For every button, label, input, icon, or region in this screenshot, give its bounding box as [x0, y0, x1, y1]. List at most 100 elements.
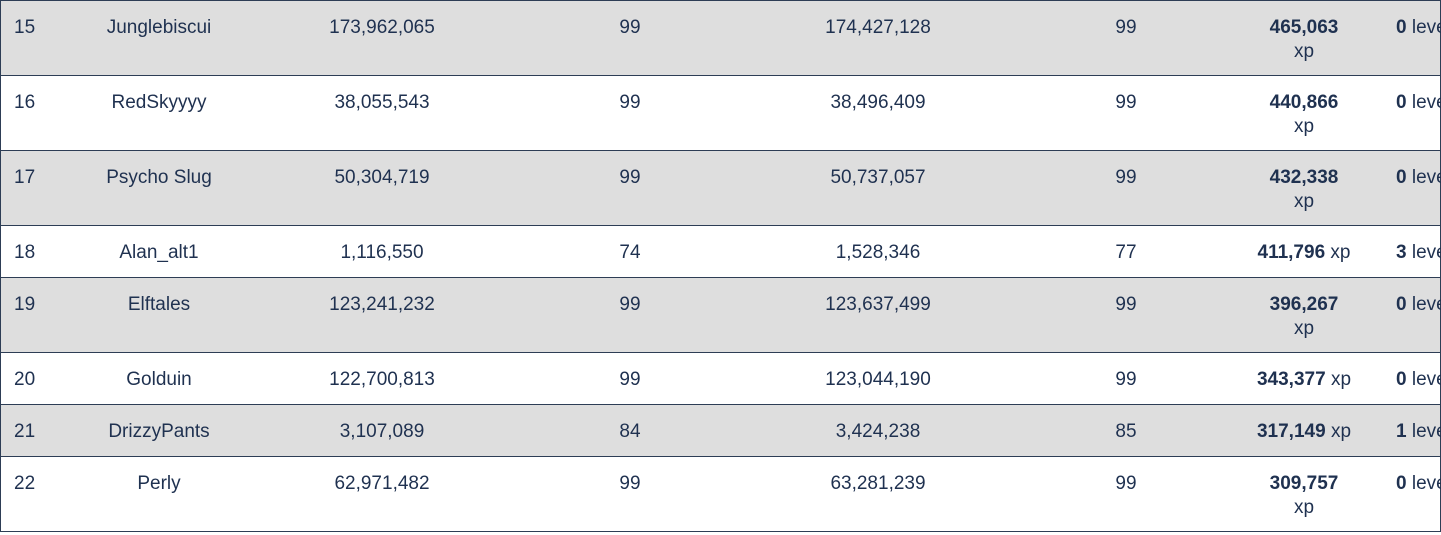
end-level-cell: 85	[1022, 404, 1230, 457]
gained-levels-cell: 0 levels	[1378, 150, 1441, 226]
gained-xp-cell: 343,377 xp	[1230, 352, 1378, 405]
start-xp-cell: 38,055,543	[238, 75, 526, 151]
gained-xp: 317,149 xp	[1257, 420, 1351, 444]
gained-xp-unit: xp	[1293, 116, 1315, 137]
end-xp-cell: 38,496,409	[734, 75, 1022, 151]
gained-xp: 432,338 xp	[1261, 166, 1347, 214]
gained-xp-value: 343,377	[1256, 369, 1326, 390]
start-level-cell: 84	[526, 404, 734, 457]
gained-levels-unit: levels	[1411, 421, 1441, 442]
gained-xp: 440,866 xp	[1261, 91, 1347, 139]
gained-xp-value: 317,149	[1256, 421, 1326, 442]
end-level-cell: 99	[1022, 75, 1230, 151]
start-xp-cell: 3,107,089	[238, 404, 526, 457]
player-name[interactable]: Perly	[80, 456, 238, 532]
end-xp-cell: 3,424,238	[734, 404, 1022, 457]
gained-levels-cell: 0 levels	[1378, 277, 1441, 353]
gained-xp-cell: 465,063 xp	[1230, 0, 1378, 76]
end-level-cell: 99	[1022, 0, 1230, 76]
rank-cell: 20	[0, 352, 80, 405]
start-level-cell: 99	[526, 352, 734, 405]
gained-xp: 396,267 xp	[1261, 293, 1347, 341]
player-name[interactable]: RedSkyyyy	[80, 75, 238, 151]
start-level-cell: 99	[526, 456, 734, 532]
start-xp-cell: 50,304,719	[238, 150, 526, 226]
rank-cell: 18	[0, 225, 80, 278]
gained-xp-unit: xp	[1330, 369, 1352, 390]
gained-xp: 465,063 xp	[1261, 16, 1347, 64]
player-name[interactable]: Alan_alt1	[80, 225, 238, 278]
table-row: 20 Golduin 122,700,813 99 123,044,190 99 343,3…	[0, 352, 1441, 405]
table-row: 18 Alan_alt1 1,116,550 74 1,528,346 77 411,796…	[0, 225, 1441, 278]
gained-levels-unit: levels	[1411, 167, 1441, 188]
gained-xp-unit: xp	[1330, 242, 1351, 263]
rank-cell: 19	[0, 277, 80, 353]
end-level-cell: 99	[1022, 456, 1230, 532]
player-name[interactable]: Elftales	[80, 277, 238, 353]
gained-xp: 343,377 xp	[1257, 368, 1351, 392]
gained-levels-value: 0	[1396, 294, 1407, 315]
start-level-cell: 99	[526, 277, 734, 353]
end-xp-cell: 63,281,239	[734, 456, 1022, 532]
end-xp-cell: 123,637,499	[734, 277, 1022, 353]
gained-xp-value: 396,267	[1269, 294, 1339, 315]
gained-xp-unit: xp	[1293, 41, 1315, 62]
gained-levels-cell: 0 levels	[1378, 75, 1441, 151]
gained-levels-value: 0	[1396, 92, 1407, 113]
gained-xp-unit: xp	[1293, 497, 1315, 518]
player-name[interactable]: Golduin	[80, 352, 238, 405]
rank-cell: 15	[0, 0, 80, 76]
table-row: 17 Psycho Slug 50,304,719 99 50,737,057 99 432…	[0, 150, 1441, 226]
start-xp-cell: 123,241,232	[238, 277, 526, 353]
gained-levels-value: 0	[1396, 17, 1407, 38]
gained-levels-unit: levels	[1411, 242, 1441, 263]
player-name[interactable]: DrizzyPants	[80, 404, 238, 457]
gained-xp-cell: 396,267 xp	[1230, 277, 1378, 353]
gained-levels-cell: 0 levels	[1378, 0, 1441, 76]
gained-levels-unit: levels	[1411, 294, 1441, 315]
gained-levels-unit: levels	[1411, 473, 1441, 494]
rank-cell: 22	[0, 456, 80, 532]
table-row: 19 Elftales 123,241,232 99 123,637,499 99 396,…	[0, 277, 1441, 353]
gained-xp-cell: 309,757 xp	[1230, 456, 1378, 532]
gained-levels-value: 1	[1396, 421, 1407, 442]
gained-xp-cell: 432,338 xp	[1230, 150, 1378, 226]
end-xp-cell: 1,528,346	[734, 225, 1022, 278]
start-level-cell: 99	[526, 0, 734, 76]
end-xp-cell: 50,737,057	[734, 150, 1022, 226]
gained-xp-value: 309,757	[1269, 473, 1339, 494]
gained-xp: 309,757 xp	[1261, 472, 1347, 520]
gained-levels-value: 3	[1396, 242, 1407, 263]
player-name[interactable]: Psycho Slug	[80, 150, 238, 226]
table-row: 16 RedSkyyyy 38,055,543 99 38,496,409 99 440,8…	[0, 75, 1441, 151]
rank-cell: 17	[0, 150, 80, 226]
rank-cell: 21	[0, 404, 80, 457]
gained-xp-unit: xp	[1293, 318, 1315, 339]
gained-xp-cell: 411,796 xp	[1230, 225, 1378, 278]
end-level-cell: 77	[1022, 225, 1230, 278]
start-level-cell: 74	[526, 225, 734, 278]
gained-levels-cell: 0 levels	[1378, 456, 1441, 532]
gained-levels-cell: 1 levels	[1378, 404, 1441, 457]
gained-levels-value: 0	[1396, 473, 1407, 494]
gained-levels-unit: levels	[1411, 92, 1441, 113]
gained-levels-cell: 0 levels	[1378, 352, 1441, 405]
gained-xp-unit: xp	[1293, 191, 1315, 212]
gained-levels-unit: levels	[1411, 17, 1441, 38]
end-level-cell: 99	[1022, 150, 1230, 226]
start-xp-cell: 173,962,065	[238, 0, 526, 76]
player-name[interactable]: Junglebiscui	[80, 0, 238, 76]
table-row: 21 DrizzyPants 3,107,089 84 3,424,238 85 317,1…	[0, 404, 1441, 457]
gained-levels-value: 0	[1396, 167, 1407, 188]
gained-xp-cell: 440,866 xp	[1230, 75, 1378, 151]
gained-xp-value: 465,063	[1269, 17, 1339, 38]
gained-xp-value: 432,338	[1269, 167, 1339, 188]
gained-xp: 411,796 xp	[1258, 241, 1351, 265]
gained-xp-cell: 317,149 xp	[1230, 404, 1378, 457]
start-level-cell: 99	[526, 150, 734, 226]
start-xp-cell: 122,700,813	[238, 352, 526, 405]
end-xp-cell: 174,427,128	[734, 0, 1022, 76]
gained-levels-unit: levels	[1411, 369, 1441, 390]
